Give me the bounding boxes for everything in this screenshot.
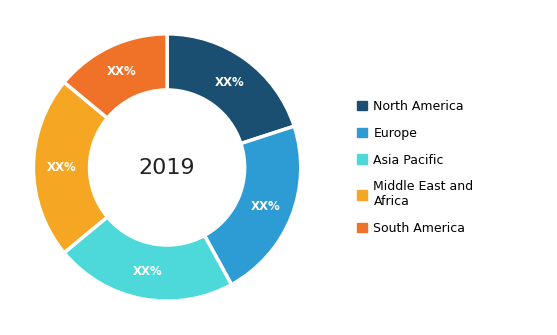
Wedge shape [204,126,301,285]
Wedge shape [64,34,167,118]
Text: XX%: XX% [108,65,137,78]
Text: XX%: XX% [251,200,280,213]
Legend: North America, Europe, Asia Pacific, Middle East and
Africa, South America: North America, Europe, Asia Pacific, Mid… [357,100,473,235]
Text: 2019: 2019 [139,157,196,178]
Text: XX%: XX% [133,265,162,278]
Wedge shape [33,82,108,253]
Wedge shape [64,217,232,301]
Wedge shape [167,34,294,143]
Text: XX%: XX% [214,76,244,88]
Text: XX%: XX% [47,161,76,174]
